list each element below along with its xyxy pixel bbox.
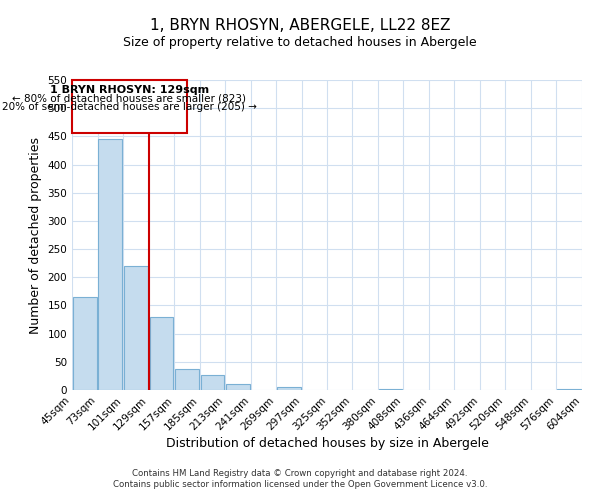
Y-axis label: Number of detached properties: Number of detached properties	[29, 136, 42, 334]
Bar	[557, 389, 581, 390]
Bar	[175, 369, 199, 390]
Bar	[98, 139, 122, 390]
Bar	[277, 387, 301, 390]
Bar	[200, 376, 224, 390]
Text: 1, BRYN RHOSYN, ABERGELE, LL22 8EZ: 1, BRYN RHOSYN, ABERGELE, LL22 8EZ	[150, 18, 450, 32]
FancyBboxPatch shape	[72, 80, 187, 133]
Text: ← 80% of detached houses are smaller (823): ← 80% of detached houses are smaller (82…	[13, 94, 247, 104]
Text: 20% of semi-detached houses are larger (205) →: 20% of semi-detached houses are larger (…	[2, 102, 257, 112]
Text: 1 BRYN RHOSYN: 129sqm: 1 BRYN RHOSYN: 129sqm	[50, 84, 209, 94]
Text: Size of property relative to detached houses in Abergele: Size of property relative to detached ho…	[123, 36, 477, 49]
Bar	[226, 384, 250, 390]
Bar	[73, 297, 97, 390]
Text: Contains HM Land Registry data © Crown copyright and database right 2024.: Contains HM Land Registry data © Crown c…	[132, 468, 468, 477]
X-axis label: Distribution of detached houses by size in Abergele: Distribution of detached houses by size …	[166, 438, 488, 450]
Bar	[149, 316, 173, 390]
Text: Contains public sector information licensed under the Open Government Licence v3: Contains public sector information licen…	[113, 480, 487, 489]
Bar	[124, 266, 148, 390]
